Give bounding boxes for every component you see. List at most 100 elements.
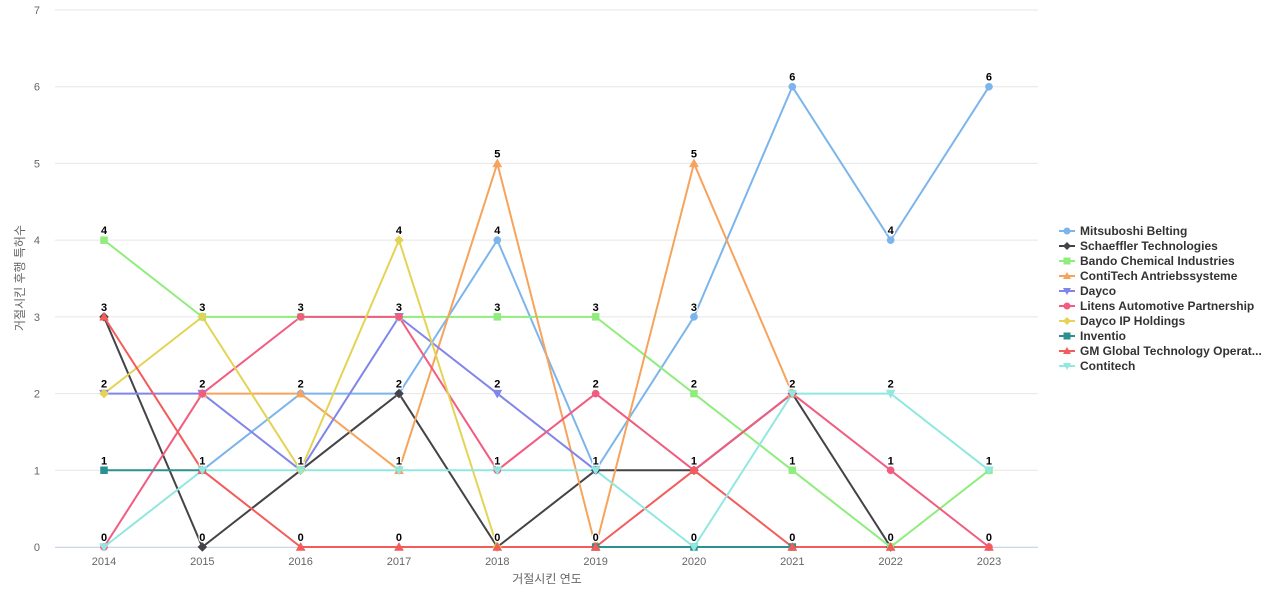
series-line-bando-chemical-industries[interactable]	[103, 239, 990, 548]
x-tick-label: 2021	[780, 556, 804, 568]
legend-label: Dayco	[1080, 283, 1117, 298]
data-label: 4	[888, 225, 895, 237]
data-point-mitsuboshi-belting	[886, 236, 895, 244]
data-point-mitsuboshi-belting	[788, 82, 797, 91]
data-label: 0	[691, 532, 697, 544]
data-label: 1	[199, 455, 205, 467]
data-point-contitech	[295, 466, 306, 476]
legend-item-litens-automotive-partnership[interactable]: Litens Automotive Partnership	[1058, 298, 1262, 313]
data-label: 1	[494, 455, 500, 467]
legend-item-contitech[interactable]: Contitech	[1058, 358, 1262, 373]
data-label: 0	[593, 532, 599, 544]
data-label: 2	[101, 379, 107, 391]
legend-item-bando-chemical-industries[interactable]: Bando Chemical Industries	[1058, 253, 1262, 268]
data-point-mitsuboshi-belting	[985, 82, 993, 91]
data-point-contitech	[99, 543, 109, 553]
series-line-schaeffler-technologies[interactable]	[103, 315, 892, 548]
series-line-contitech[interactable]	[103, 392, 990, 548]
legend-label: Litens Automotive Partnership	[1080, 298, 1255, 313]
data-point-contitech	[689, 543, 699, 553]
data-point-contitech	[885, 389, 896, 399]
data-labels: 4321032103210432105432103210532106210421…	[100, 70, 994, 545]
data-label: 3	[593, 302, 599, 314]
data-label: 3	[691, 302, 697, 314]
series-line-contitech-antriebssysteme[interactable]	[201, 162, 794, 548]
legend-symbol-contitech-antriebssysteme	[1059, 271, 1075, 279]
data-label: 5	[691, 148, 697, 160]
legend-symbol-mitsuboshi-belting	[1059, 227, 1075, 234]
legend-label: Bando Chemical Industries	[1080, 253, 1235, 268]
data-point-bando-chemical-industries	[493, 313, 502, 321]
data-label: 0	[101, 532, 107, 544]
legend-item-dayco[interactable]: Dayco	[1058, 283, 1262, 298]
legend-item-mitsuboshi-belting[interactable]: Mitsuboshi Belting	[1058, 223, 1262, 238]
y-tick-label: 3	[34, 312, 40, 324]
data-label: 1	[593, 455, 599, 467]
series-line-litens-automotive-partnership[interactable]	[103, 315, 990, 548]
legend-label: ContiTech Antriebssysteme	[1080, 268, 1238, 283]
legend-symbol-gm-global-technology-operat	[1059, 346, 1075, 354]
x-tick-label: 2015	[190, 556, 214, 568]
data-point-dayco-ip-holdings	[394, 235, 404, 245]
data-label: 2	[396, 379, 402, 391]
series-line-inventio[interactable]	[103, 469, 794, 548]
legend-item-inventio[interactable]: Inventio	[1058, 328, 1262, 343]
data-label: 3	[298, 302, 304, 314]
data-label: 0	[494, 532, 500, 544]
legend-item-gm-global-technology-operat[interactable]: GM Global Technology Operat...	[1058, 343, 1262, 358]
data-label: 1	[986, 455, 992, 467]
data-label: 1	[789, 455, 795, 467]
legend-item-contitech-antriebssysteme[interactable]: ContiTech Antriebssysteme	[1058, 268, 1262, 283]
x-tick-label: 2020	[682, 556, 706, 568]
data-label: 2	[298, 379, 304, 391]
x-tick-label: 2019	[583, 556, 607, 568]
data-label: 1	[691, 455, 697, 467]
data-point-contitech	[590, 466, 601, 476]
data-point-gm-global-technology-operat	[885, 541, 896, 551]
data-point-litens-automotive-partnership	[591, 389, 600, 398]
data-point-bando-chemical-industries	[100, 236, 108, 244]
x-tick-label: 2016	[288, 556, 312, 568]
series-line-dayco[interactable]	[103, 315, 597, 472]
data-point-dayco-ip-holdings	[197, 312, 208, 322]
legend-symbol-inventio	[1059, 332, 1075, 339]
data-label: 2	[691, 379, 697, 391]
data-label: 4	[101, 225, 108, 237]
data-point-contitech	[787, 389, 798, 399]
series-line-mitsuboshi-belting[interactable]	[201, 85, 990, 472]
data-label: 0	[888, 532, 894, 544]
data-label: 1	[101, 455, 107, 467]
data-point-schaeffler-technologies	[394, 388, 404, 399]
x-tick-label: 2022	[878, 556, 902, 568]
y-tick-label: 5	[34, 158, 40, 170]
legend-symbol-bando-chemical-industries	[1059, 257, 1075, 264]
data-point-mitsuboshi-belting	[493, 236, 502, 244]
data-point-bando-chemical-industries	[690, 389, 698, 398]
data-label: 4	[396, 225, 403, 237]
data-point-bando-chemical-industries	[591, 313, 600, 321]
data-label: 3	[101, 302, 107, 314]
data-point-mitsuboshi-belting	[690, 313, 698, 321]
data-label: 0	[199, 532, 205, 544]
x-axis-title: 거절시킨 연도	[512, 572, 582, 586]
series-line-gm-global-technology-operat[interactable]	[103, 315, 990, 548]
legend-item-dayco-ip-holdings[interactable]: Dayco IP Holdings	[1058, 313, 1262, 328]
legend-symbol-contitech	[1059, 362, 1075, 370]
data-point-dayco-ip-holdings	[99, 388, 109, 399]
data-label: 2	[199, 379, 205, 391]
legend-item-schaeffler-technologies[interactable]: Schaeffler Technologies	[1058, 238, 1262, 253]
data-label: 0	[986, 532, 992, 544]
data-label: 1	[298, 455, 304, 467]
data-label: 6	[986, 72, 992, 84]
data-label: 3	[494, 302, 500, 314]
y-tick-label: 4	[34, 235, 40, 247]
data-point-contitech-antriebssysteme	[492, 158, 503, 168]
data-point-contitech	[197, 466, 208, 476]
data-label: 0	[298, 532, 304, 544]
legend-symbol-litens-automotive-partnership	[1059, 302, 1075, 309]
x-tick-label: 2014	[92, 556, 116, 568]
data-point-contitech	[394, 466, 404, 476]
x-tick-label: 2017	[387, 556, 411, 568]
